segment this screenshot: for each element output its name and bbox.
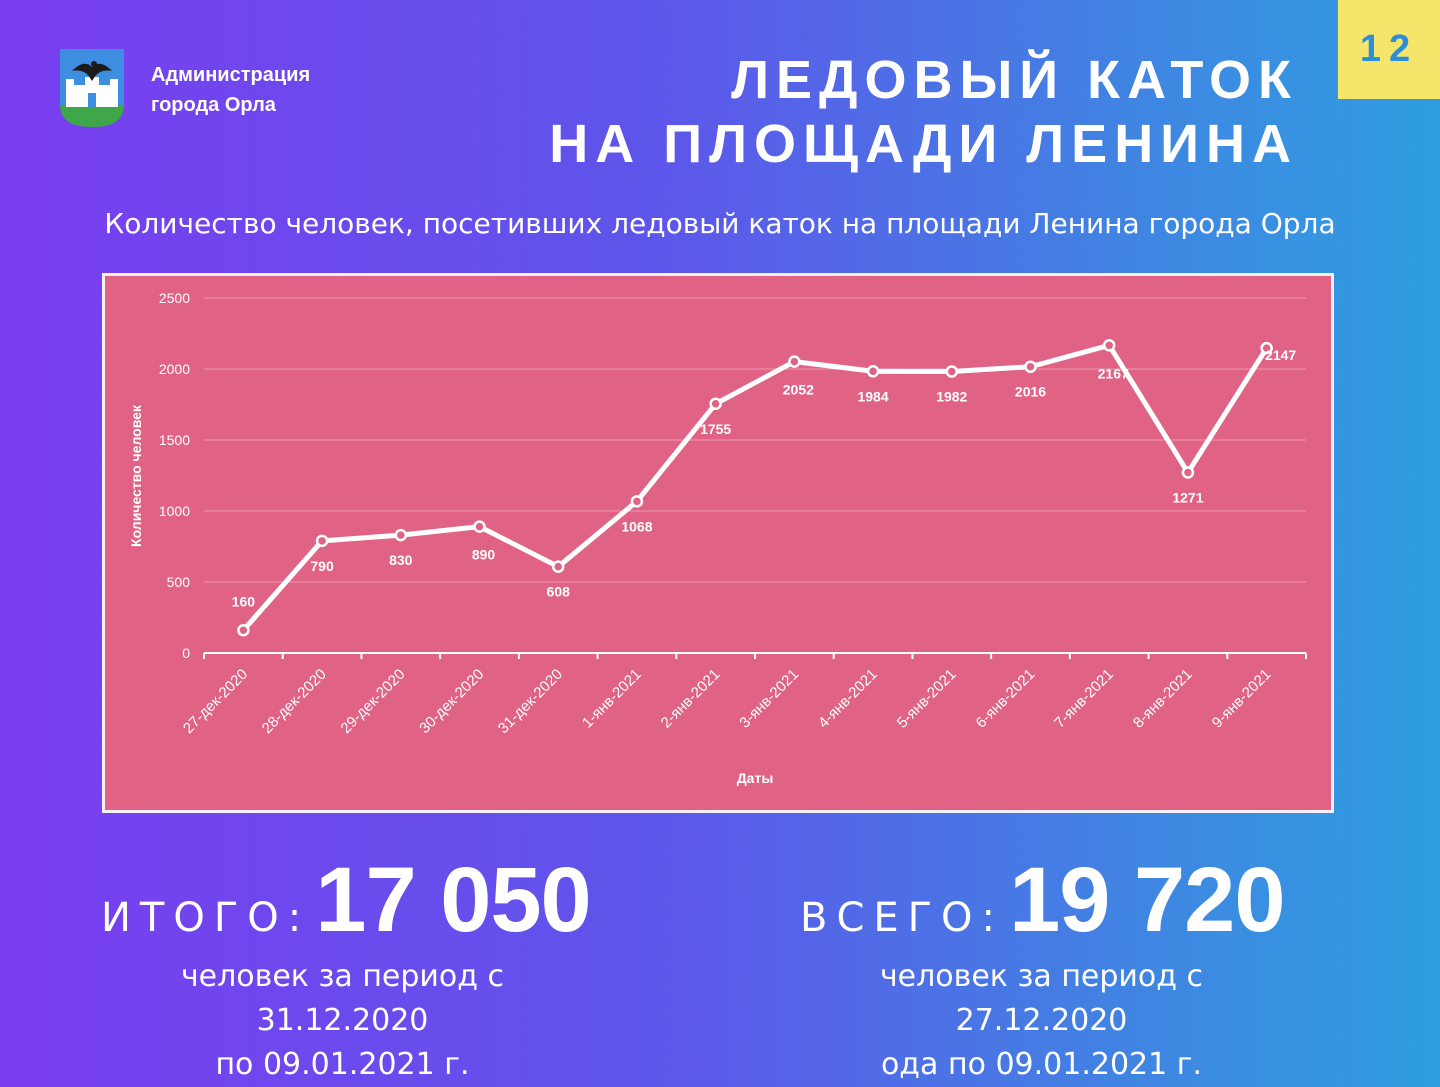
total-period: ИТОГО: 17 050 xyxy=(101,848,592,953)
total-all-caption: человек за период с 27.12.2020 ода по 09… xyxy=(800,955,1283,1087)
data-label: 160 xyxy=(232,593,256,609)
y-tick-label: 1000 xyxy=(159,503,190,519)
data-label: 2016 xyxy=(1015,384,1046,400)
data-point xyxy=(630,495,644,508)
data-label: 830 xyxy=(389,552,413,568)
page-title-line2: НА ПЛОЩАДИ ЛЕНИНА xyxy=(549,114,1298,174)
data-label: 790 xyxy=(310,558,334,574)
data-label: 1984 xyxy=(857,388,888,404)
total-period-label: ИТОГО: xyxy=(101,895,311,941)
data-point xyxy=(945,365,959,378)
line-chart-svg: 0 500 1000 1500 2000 2500 27-дек-2020 28-дек-20… xyxy=(128,290,1307,786)
x-tick-label: 3-янв-2021 xyxy=(736,666,802,732)
total-period-caption: человек за период с 31.12.2020 по 09.01.… xyxy=(101,955,584,1087)
y-tick-label: 0 xyxy=(182,645,190,661)
data-label: 1271 xyxy=(1172,490,1203,506)
x-tick-label: 8-янв-2021 xyxy=(1130,666,1196,732)
x-tick-label: 2-янв-2021 xyxy=(658,666,724,732)
data-label: 2147 xyxy=(1265,347,1296,363)
x-tick-label: 29-дек-2020 xyxy=(337,666,408,737)
y-tick-label: 500 xyxy=(167,574,191,590)
x-tick-label: 7-янв-2021 xyxy=(1051,666,1117,732)
y-tick-label: 2000 xyxy=(159,361,190,377)
data-label: 1755 xyxy=(700,421,731,437)
y-tick-label: 2500 xyxy=(159,290,190,306)
organization-name: Администрация города Орла xyxy=(151,60,310,120)
data-point xyxy=(394,528,408,542)
x-tick-label: 1-янв-2021 xyxy=(579,666,645,732)
x-tick-label: 31-дек-2020 xyxy=(495,666,566,737)
data-label: 1982 xyxy=(936,389,967,405)
data-label: 2052 xyxy=(783,382,814,398)
x-tick-label: 27-дек-2020 xyxy=(180,666,251,737)
organization-name-line2: города Орла xyxy=(151,94,276,116)
x-axis-title: Даты xyxy=(737,770,774,786)
x-tick-label: 5-янв-2021 xyxy=(894,666,960,732)
total-all-caption-line1: человек за период с 27.12.2020 xyxy=(879,959,1204,1038)
total-period-caption-line2: по 09.01.2021 г. xyxy=(215,1047,470,1082)
total-all: ВСЕГО: 19 720 xyxy=(800,848,1285,953)
x-tick-label: 30-дек-2020 xyxy=(416,666,487,737)
organization-name-line1: Администрация xyxy=(151,64,311,86)
data-point xyxy=(237,624,250,637)
series-line xyxy=(241,342,1269,632)
chart-title: Количество человек, посетивших ледовый к… xyxy=(104,207,1336,240)
x-tick-label: 6-янв-2021 xyxy=(973,666,1039,732)
total-period-caption-line1: человек за период с 31.12.2020 xyxy=(180,959,505,1038)
data-point xyxy=(1102,339,1116,352)
total-all-caption-line2: ода по 09.01.2021 г. xyxy=(880,1047,1203,1082)
x-tick-label: 4-янв-2021 xyxy=(815,666,881,732)
data-point xyxy=(866,365,880,378)
data-point xyxy=(551,560,565,573)
data-point xyxy=(473,520,486,533)
page-title: ЛЕДОВЫЙ КАТОК НА ПЛОЩАДИ ЛЕНИНА xyxy=(549,48,1298,176)
data-point xyxy=(1260,341,1273,355)
total-all-label: ВСЕГО: xyxy=(800,895,1004,941)
total-all-value: 19 720 xyxy=(1009,849,1285,951)
data-point xyxy=(788,355,801,368)
page-number: 12 xyxy=(1338,0,1440,99)
x-tick-label: 9-янв-2021 xyxy=(1209,666,1275,732)
orel-coat-of-arms-icon xyxy=(60,49,124,127)
total-period-value: 17 050 xyxy=(315,849,591,951)
data-point xyxy=(1024,360,1037,373)
y-axis-title: Количество человек xyxy=(128,404,144,547)
data-label: 2167 xyxy=(1098,365,1129,381)
data-label: 608 xyxy=(547,584,571,600)
data-label: 1068 xyxy=(621,518,652,534)
y-tick-label: 1500 xyxy=(159,432,190,448)
data-point xyxy=(1181,466,1195,479)
page-title-line1: ЛЕДОВЫЙ КАТОК xyxy=(731,50,1298,110)
x-tick-label: 28-дек-2020 xyxy=(259,666,330,737)
data-point xyxy=(315,534,329,548)
data-point xyxy=(709,397,722,411)
data-label: 890 xyxy=(472,547,496,563)
line-chart: 0 500 1000 1500 2000 2500 27-дек-2020 28-дек-20… xyxy=(102,273,1334,813)
